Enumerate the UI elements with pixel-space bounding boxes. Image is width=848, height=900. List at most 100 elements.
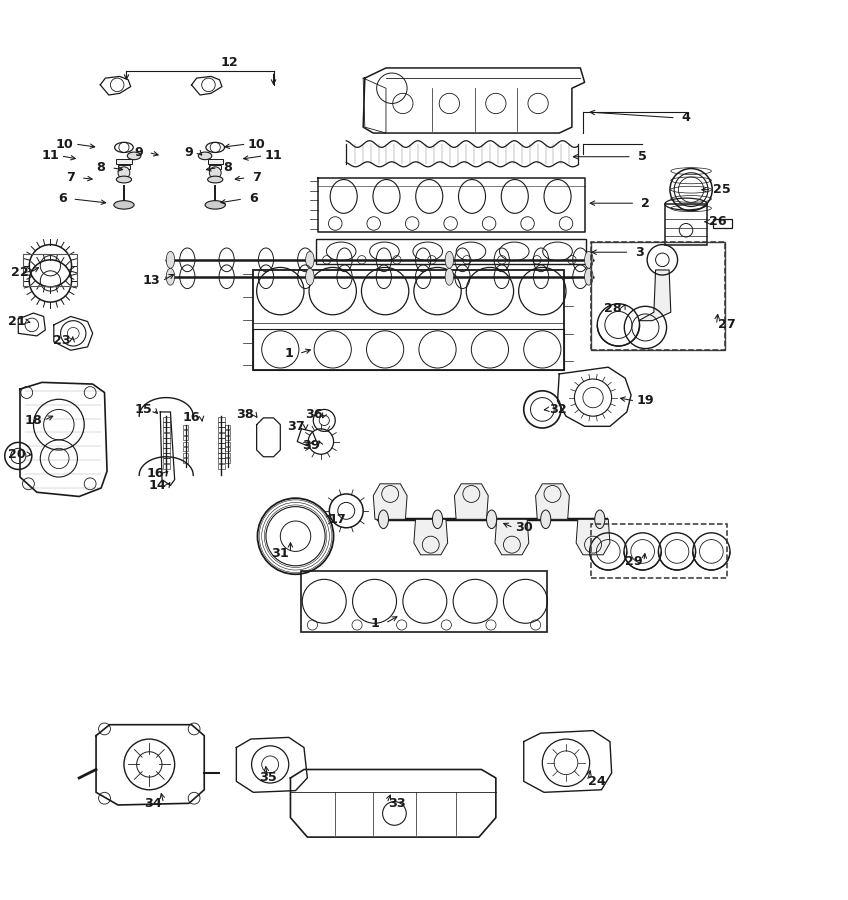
Polygon shape [576,519,610,554]
Bar [163,428,170,432]
Bar [183,458,188,463]
Bar [163,458,170,464]
Ellipse shape [445,251,454,268]
Bar [254,270,564,370]
Text: 11: 11 [42,149,59,162]
Bar [218,454,225,458]
Bar [713,220,732,228]
Polygon shape [495,519,529,554]
Text: 13: 13 [143,274,161,287]
Text: 37: 37 [287,419,304,433]
Text: 33: 33 [388,796,406,810]
Bar [209,166,221,169]
Text: 16: 16 [147,467,164,481]
Text: 10: 10 [248,138,265,150]
Bar [226,458,231,463]
Text: 22: 22 [11,266,29,279]
Bar [183,442,188,446]
Ellipse shape [208,176,223,183]
Bar [665,204,707,245]
Ellipse shape [432,510,443,528]
Text: 8: 8 [97,161,105,175]
Bar [183,453,188,457]
Text: 29: 29 [625,555,643,568]
Text: 18: 18 [25,414,42,427]
Text: 10: 10 [56,138,74,150]
Bar [218,428,225,432]
Text: 30: 30 [515,521,533,535]
Ellipse shape [198,152,212,159]
Bar [226,430,231,435]
Text: 28: 28 [605,302,622,314]
Bar [301,571,547,632]
Bar [226,425,231,429]
Text: 36: 36 [305,408,323,421]
Text: 38: 38 [236,408,254,421]
Text: 35: 35 [259,771,276,785]
Ellipse shape [166,268,175,285]
Text: 16: 16 [183,411,200,425]
Ellipse shape [584,268,593,285]
Bar [163,433,170,437]
Text: 9: 9 [185,146,193,159]
Text: 12: 12 [220,57,238,69]
Text: 9: 9 [134,146,142,159]
Circle shape [209,166,221,179]
Text: 21: 21 [8,315,25,328]
Text: 26: 26 [709,215,727,229]
Bar [163,443,170,448]
Bar [23,254,77,286]
Ellipse shape [116,176,131,183]
Ellipse shape [487,510,497,528]
Ellipse shape [541,510,551,528]
Text: 20: 20 [8,447,25,461]
Bar [163,422,170,427]
Text: 7: 7 [252,171,261,184]
Bar [591,524,727,579]
Text: 17: 17 [329,513,347,526]
Bar [183,436,188,440]
Polygon shape [373,484,407,519]
Polygon shape [536,484,569,519]
Bar [315,238,586,264]
Text: 34: 34 [145,796,163,810]
Ellipse shape [205,201,226,209]
Polygon shape [414,519,448,554]
Text: 39: 39 [302,439,320,453]
Bar [163,437,170,443]
Text: 19: 19 [637,394,655,408]
Ellipse shape [305,251,314,268]
Ellipse shape [305,268,314,285]
Ellipse shape [127,152,141,159]
Text: 1: 1 [371,616,379,630]
Ellipse shape [166,251,175,268]
Text: 32: 32 [549,403,566,416]
Bar [218,437,225,443]
Bar [183,447,188,452]
Text: 7: 7 [66,171,75,184]
Bar [591,242,725,350]
Bar [218,448,225,453]
Text: 2: 2 [641,197,650,210]
Text: 27: 27 [717,319,735,331]
Text: 4: 4 [682,112,690,124]
Ellipse shape [445,268,454,285]
Text: 24: 24 [589,775,606,788]
Text: 25: 25 [712,184,730,196]
Bar [183,430,188,435]
Bar [226,447,231,452]
Text: 3: 3 [635,246,644,258]
Ellipse shape [378,510,388,528]
Text: 6: 6 [249,193,258,205]
Bar [218,464,225,469]
Bar [163,454,170,458]
Text: 14: 14 [148,479,167,492]
Bar [591,242,725,350]
Circle shape [118,166,130,179]
Polygon shape [455,484,488,519]
Ellipse shape [114,201,134,209]
Bar [226,453,231,457]
Text: 23: 23 [53,334,71,346]
Bar [118,166,130,169]
Text: 15: 15 [135,403,153,416]
